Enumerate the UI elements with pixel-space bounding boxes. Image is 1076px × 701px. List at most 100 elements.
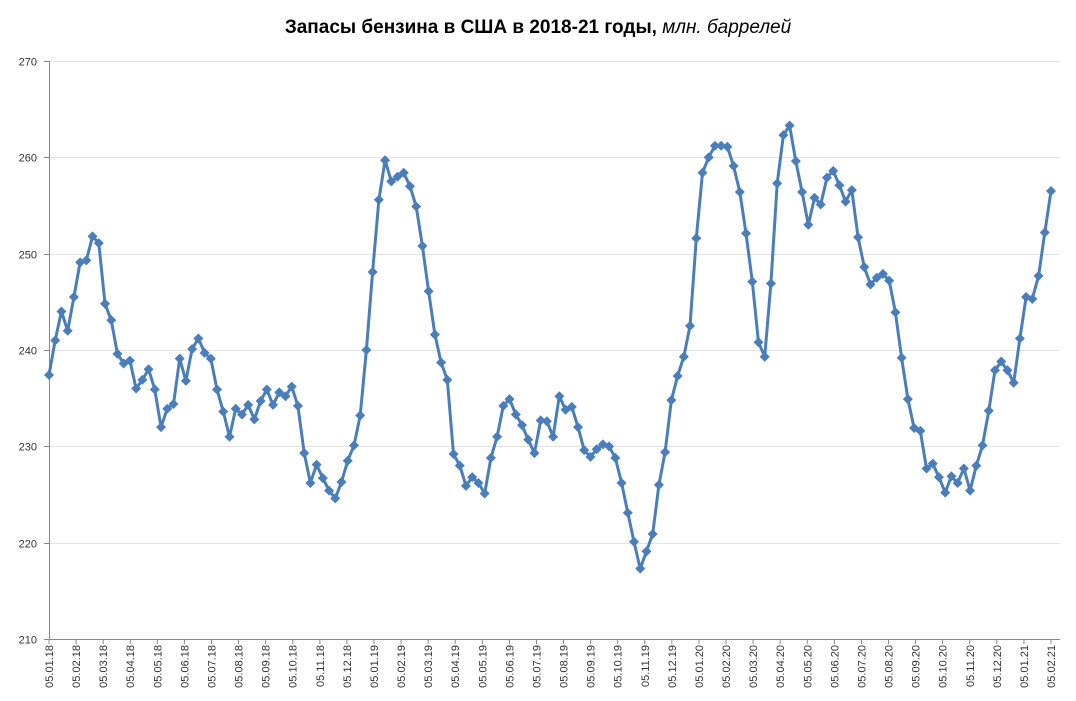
data-point-marker [236,409,247,420]
data-point-marker [803,219,814,230]
data-point-marker [722,141,733,152]
data-point-marker [884,275,895,286]
data-point-marker [622,507,633,518]
x-tick-label: 05.05.20 [802,645,814,688]
y-tick-label: 250 [19,250,37,262]
data-point-marker [218,406,229,417]
data-point-marker [1033,270,1044,281]
y-tick-label: 210 [19,635,37,647]
data-point-marker [280,391,291,402]
data-point-marker [156,422,167,433]
x-tick-label: 05.01.18 [44,645,56,688]
data-point-marker [380,155,391,166]
data-point-marker [243,399,254,410]
x-tick-label: 05.06.20 [829,645,841,688]
data-point-marker [809,192,820,203]
data-point-marker [112,348,123,359]
data-point-marker [305,477,316,488]
x-tick-label: 05.08.19 [559,645,571,688]
data-point-marker [268,399,279,410]
x-tick-label: 05.07.20 [856,645,868,688]
x-tick-label: 05.09.18 [261,645,273,688]
data-point-marker [859,262,870,273]
data-point-marker [865,279,876,290]
data-point-marker [404,181,415,192]
data-point-marker [392,171,403,182]
data-point-marker [187,344,198,355]
data-point-marker [249,414,260,425]
data-point-marker [498,400,509,411]
x-tick-label: 05.04.20 [775,645,787,688]
data-point-marker [44,370,54,381]
data-point-marker [230,403,241,414]
x-tick-label: 05.05.19 [477,645,489,688]
data-point-marker [137,374,148,385]
data-point-marker [81,255,92,266]
data-point-marker [703,152,714,163]
data-point-marker [131,383,142,394]
x-tick-label: 05.11.19 [640,645,652,687]
data-point-marker [666,395,677,406]
data-point-marker [143,364,154,375]
y-tick-label: 230 [19,442,37,454]
data-point-marker [516,420,527,431]
data-point-marker [927,458,938,469]
x-tick-label: 05.11.18 [315,645,327,687]
data-point-marker [834,180,845,191]
data-point-marker [529,448,540,459]
x-tick-label: 05.01.20 [694,645,706,688]
data-point-marker [635,563,646,574]
data-point-marker [940,487,951,498]
data-point-marker [616,477,627,488]
x-tick-label: 05.03.19 [423,645,435,688]
data-point-marker [983,405,994,416]
data-point-marker [1039,227,1050,238]
y-tick-label: 240 [19,346,37,358]
data-point-marker [573,422,584,433]
data-point-marker [423,286,434,297]
data-point-marker [566,401,577,412]
data-point-marker [629,536,640,547]
x-tick-label: 05.01.21 [1019,645,1031,688]
data-point-marker [386,176,397,187]
data-point-marker [610,452,621,463]
data-point-marker [896,352,907,363]
data-point-marker [274,387,285,398]
data-point-marker [311,459,322,470]
data-point-marker [442,374,453,385]
x-tick-label: 05.01.19 [369,645,381,688]
data-point-marker [772,178,783,189]
data-point-marker [174,353,185,364]
data-point-marker [828,165,839,176]
data-point-marker [915,425,926,436]
y-tick-label: 260 [19,153,37,165]
data-point-marker [429,329,440,340]
data-point-marker [965,485,976,496]
data-point-marker [324,485,335,496]
x-tick-label: 05.04.19 [450,645,462,688]
data-point-marker [846,185,857,196]
data-point-marker [591,444,602,455]
data-point-marker [479,488,490,499]
data-point-marker [952,477,963,488]
x-tick-label: 05.02.20 [721,645,733,688]
x-tick-label: 05.11.20 [965,645,977,687]
data-point-marker [93,238,104,249]
data-point-marker [902,394,913,405]
data-point-marker [996,356,1007,367]
data-point-marker [815,199,826,210]
data-point-marker [821,172,832,183]
x-tick-label: 05.06.19 [504,645,516,688]
x-tick-label: 05.07.18 [206,645,218,688]
data-point-marker [797,187,808,198]
chart-title-main: Запасы бензина в США в 2018-21 годы, [284,17,657,38]
data-point-marker [261,384,272,395]
data-point-marker [535,415,546,426]
data-point-marker [977,440,988,451]
data-point-marker [604,441,615,452]
data-point-marker [224,431,235,442]
x-tick-label: 05.10.19 [613,645,625,688]
x-tick-label: 05.12.19 [667,645,679,688]
data-point-marker [50,335,61,346]
data-point-marker [697,167,708,178]
